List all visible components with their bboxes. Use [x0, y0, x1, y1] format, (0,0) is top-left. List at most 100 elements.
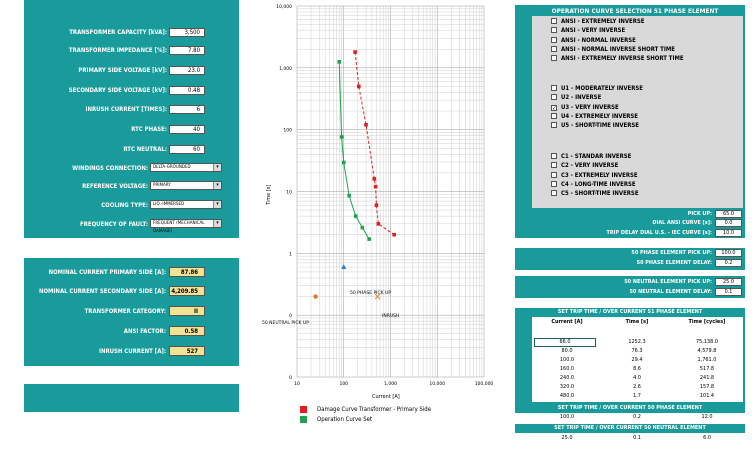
checkbox[interactable]	[551, 162, 557, 169]
checkbox[interactable]	[551, 153, 557, 159]
field-input[interactable]: 0.48	[169, 86, 205, 95]
table-row: 480.0	[559, 393, 575, 399]
legend-operation-swatch	[300, 416, 307, 423]
dropdown-select[interactable]: PRIMARY ▾	[150, 181, 222, 190]
table-row: 241.8	[699, 375, 715, 381]
dropdown-select[interactable]: DELTA-GROUNDED ▾	[150, 163, 222, 172]
checkbox[interactable]	[551, 190, 557, 197]
table50n-title: SET TRIP TIME / OVER CURRENT 50 NEUTRAL …	[515, 424, 745, 433]
field-input[interactable]: 40	[169, 125, 205, 134]
damage-curve-point	[353, 50, 357, 54]
dial-ansi-input[interactable]: 0.0	[715, 219, 742, 227]
legend-damage-swatch	[300, 406, 307, 413]
checkbox[interactable]	[551, 18, 557, 24]
pickup-input[interactable]: 65.0	[715, 210, 742, 218]
curve-option[interactable]: C4 - LONG-TIME INVERSE	[551, 180, 636, 190]
checkbox[interactable]	[551, 112, 557, 119]
phase50-panel	[515, 248, 745, 270]
curve-option[interactable]: C2 - VERY INVERSE	[551, 162, 618, 171]
checkbox[interactable]	[551, 180, 557, 187]
result-value: 0.58	[169, 326, 205, 336]
operation-curve-point	[353, 214, 358, 218]
curve-option[interactable]: C1 - STANDAR INVERSE	[551, 153, 631, 162]
field-input[interactable]: 6	[169, 105, 205, 114]
curve-option-label: U4 - EXTREMELY INVERSE	[561, 112, 638, 120]
table-row: 1252.3	[628, 339, 646, 345]
checkbox[interactable]	[551, 55, 557, 62]
trip-delay-input[interactable]: 10.0	[715, 229, 742, 237]
current-input[interactable]: 66.0	[534, 338, 596, 347]
y-tick-label: 0	[289, 313, 292, 319]
y-tick-label: 1,000	[279, 66, 292, 72]
checkbox[interactable]	[551, 85, 557, 91]
inrush-marker	[374, 293, 381, 300]
table-row: 8.6	[633, 366, 641, 372]
dropdown-select[interactable]: FREQUENT (MECHANICAL DAMAGE) ▾	[150, 219, 222, 234]
operation-curve-point	[337, 59, 342, 64]
curve-option-label: ANSI - NORMAL INVERSE SHORT TIME	[561, 45, 675, 53]
phase50-delay-label: 50 PHASE ELEMENT DELAY:	[636, 260, 712, 266]
dial-ansi-label: DIAL ANSI CURVE [s]:	[652, 220, 712, 226]
damage-curve-line	[354, 51, 395, 236]
field-input[interactable]: 60	[169, 145, 205, 154]
field-input[interactable]: 23.0	[169, 66, 205, 75]
table-header: Time [cycles]	[688, 319, 726, 325]
curve-option[interactable]: C3 - EXTREMELY INVERSE	[551, 171, 638, 181]
legend-operation-label: Operation Curve Set	[317, 416, 373, 423]
table-row: 100.0	[559, 357, 575, 363]
curve-option[interactable]: U4 - EXTREMELY INVERSE	[551, 112, 638, 122]
neutral50-delay-input[interactable]: 0.1	[715, 288, 742, 296]
neutral50-pickup-input[interactable]: 25.0	[715, 278, 742, 286]
result-label: NOMINAL CURRENT SECONDARY SIDE [A]:	[38, 288, 166, 295]
y-tick-label: 0	[289, 375, 292, 381]
curve-option[interactable]: U5 - SHORT-TIME INVERSE	[551, 122, 639, 131]
phase50-delay-input[interactable]: 0.2	[715, 259, 742, 267]
phase50-pickup-input[interactable]: 100.0	[715, 249, 742, 257]
x-tick-label: 10,000	[429, 381, 445, 387]
curve-option[interactable]: U1 - MODERATELY INVERSE	[551, 85, 643, 94]
table-row: 101.4	[699, 393, 715, 399]
result-label: NOMINAL CURRENT PRIMARY SIDE [A]:	[48, 269, 166, 276]
phase50-pickup-label: 50 PHASE ELEMENT PICK UP:	[631, 250, 712, 256]
chevron-down-icon[interactable]: ▾	[213, 201, 221, 208]
annotation-inrush: INRUSH	[382, 313, 399, 319]
result-value: 87.86	[169, 267, 205, 277]
curve-option[interactable]: ANSI - NORMAL INVERSE	[551, 36, 636, 46]
table-row: 29.4	[631, 357, 643, 363]
chevron-down-icon[interactable]: ▾	[213, 220, 221, 227]
table-row: 0.1	[633, 435, 641, 441]
curve-option[interactable]: ✓ U3 - VERY INVERSE	[551, 104, 619, 113]
curve-option-label: C5 - SHORT-TIME INVERSE	[561, 190, 639, 198]
operation-curve-point	[347, 193, 351, 198]
curve-option[interactable]: ANSI - EXTREMELY INVERSE SHORT TIME	[551, 55, 684, 64]
checkbox[interactable]	[551, 45, 557, 52]
curve-option[interactable]: ANSI - NORMAL INVERSE SHORT TIME	[551, 45, 675, 55]
curve-option-label: C2 - VERY INVERSE	[561, 162, 619, 170]
field-label: TRANSFORMER CAPACITY [kVA]:	[69, 29, 167, 36]
curve-option[interactable]: C5 - SHORT-TIME INVERSE	[551, 190, 639, 199]
curve-option[interactable]: ANSI - VERY INVERSE	[551, 27, 625, 36]
checkbox[interactable]	[551, 36, 557, 43]
table-row: 80.0	[561, 348, 573, 354]
table-row: 4.0	[633, 375, 641, 381]
table-row: 240.0	[559, 375, 575, 381]
field-input[interactable]: 3,500	[169, 28, 205, 37]
curve-option-label: ANSI - VERY INVERSE	[561, 27, 626, 35]
curve-selection-title: OPERATION CURVE SELECTION 51 PHASE ELEME…	[551, 7, 719, 15]
table-row: 1.7	[633, 393, 641, 399]
checkbox[interactable]	[551, 27, 557, 34]
chevron-down-icon[interactable]: ▾	[213, 182, 221, 189]
checkbox[interactable]	[551, 122, 557, 129]
checkbox[interactable]	[551, 94, 557, 101]
operation-curve-point	[341, 160, 346, 165]
curve-option[interactable]: ANSI - EXTREMELY INVERSE	[551, 18, 644, 27]
checkbox[interactable]: ✓	[551, 104, 557, 112]
curve-option[interactable]: U2 - INVERSE	[551, 94, 601, 103]
damage-curve-point	[364, 122, 368, 127]
checkbox[interactable]	[551, 171, 557, 178]
chevron-down-icon[interactable]: ▾	[213, 164, 221, 171]
dropdown-select[interactable]: LIQ.-IMMERSED ▾	[150, 200, 222, 209]
table-row: 76.3	[631, 348, 643, 354]
curve-option-label: C3 - EXTREMELY INVERSE	[561, 171, 638, 179]
field-input[interactable]: 7.80	[169, 46, 205, 55]
